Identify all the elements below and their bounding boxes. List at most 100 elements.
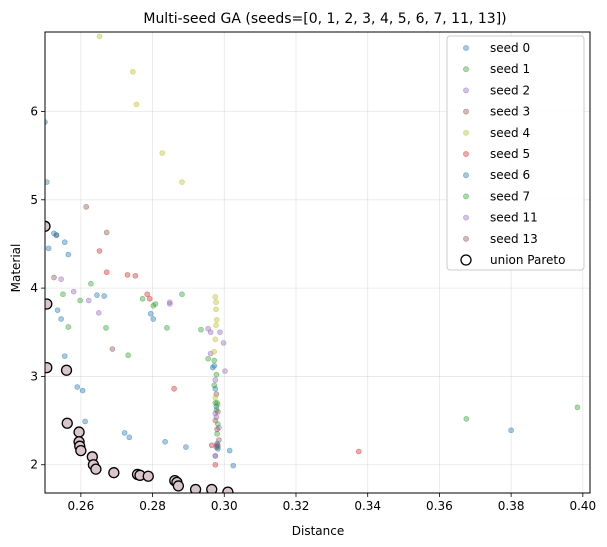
data-point-seed-0 — [61, 239, 68, 245]
data-point-seed-5 — [96, 248, 103, 254]
pareto-point — [206, 483, 218, 493]
data-point-seed-1 — [103, 325, 109, 331]
data-point-seed-3 — [103, 229, 110, 236]
data-point-seed-7 — [77, 297, 83, 304]
data-point-seed-7 — [211, 357, 218, 364]
data-point-seed-0 — [61, 353, 68, 359]
data-point-seed-9 — [215, 442, 221, 449]
y-tick-label: 5 — [30, 193, 38, 207]
data-point-seed-9 — [212, 417, 219, 424]
data-point-seed-1 — [205, 355, 211, 362]
data-point-seed-4 — [96, 33, 103, 40]
data-point-seed-5 — [144, 291, 150, 298]
data-point-seed-4 — [159, 150, 166, 156]
data-point-seed-1 — [139, 295, 146, 302]
data-point-seed-5 — [146, 295, 153, 302]
x-tick-label: 0.28 — [139, 499, 166, 513]
y-axis-label: Material — [9, 244, 23, 293]
data-point-seed-0 — [45, 179, 50, 185]
data-point-seed-2 — [222, 368, 228, 374]
data-point-seed-0 — [45, 245, 52, 252]
scatter-points — [45, 33, 581, 469]
data-point-seed-4 — [213, 317, 220, 323]
pareto-point — [222, 486, 234, 493]
x-tick-label: 0.40 — [569, 499, 596, 513]
data-point-seed-0 — [508, 427, 514, 434]
pareto-point — [108, 467, 120, 479]
x-tick-label: 0.38 — [498, 499, 525, 513]
data-point-seed-0 — [65, 251, 72, 258]
legend-marker — [463, 108, 469, 115]
data-point-seed-4 — [130, 68, 136, 75]
legend-marker — [463, 193, 469, 200]
data-point-seed-2 — [207, 329, 214, 336]
data-point-seed-1 — [214, 431, 220, 437]
data-point-seed-3 — [83, 204, 90, 210]
x-axis: 0.26 0.28 0.30 0.32 0.34 0.36 0.38 0.40 — [67, 493, 596, 513]
legend-marker — [463, 214, 469, 221]
data-point-seed-1 — [574, 404, 581, 411]
data-point-seed-7 — [150, 302, 157, 309]
legend-marker-pareto — [460, 254, 472, 266]
data-point-seed-0 — [230, 462, 237, 469]
x-tick-label: 0.26 — [67, 499, 94, 513]
x-tick-label: 0.30 — [211, 499, 238, 513]
data-point-seed-5 — [132, 272, 139, 279]
data-point-seed-3 — [109, 346, 116, 352]
pareto-point — [73, 426, 85, 438]
data-point-seed-8 — [70, 288, 77, 295]
legend-label: seed 0 — [490, 41, 530, 55]
pareto-point — [45, 220, 51, 232]
data-point-seed-0 — [226, 447, 233, 454]
data-point-seed-4 — [211, 348, 218, 355]
data-point-seed-0 — [101, 293, 107, 299]
data-point-seed-0 — [58, 316, 64, 322]
data-point-seed-1 — [198, 326, 204, 333]
legend-label: union Pareto — [490, 253, 565, 267]
data-point-seed-4 — [213, 322, 219, 329]
legend-label: seed 1 — [490, 62, 530, 76]
pareto-point — [142, 470, 154, 482]
data-point-seed-0 — [126, 434, 133, 441]
data-point-seed-4 — [212, 294, 219, 300]
pareto-point — [90, 463, 102, 475]
data-point-seed-2 — [166, 301, 173, 307]
data-point-seed-4 — [212, 394, 219, 401]
pareto-point — [45, 361, 53, 374]
data-point-seed-6 — [211, 363, 218, 369]
x-tick-label: 0.34 — [354, 499, 381, 513]
pareto-point — [75, 444, 87, 457]
data-point-seed-2 — [85, 297, 92, 304]
legend-marker — [463, 87, 469, 94]
data-point-seed-0 — [147, 310, 154, 317]
data-point-seed-0 — [150, 316, 157, 322]
data-point-seed-0 — [82, 418, 88, 425]
data-point-seed-5 — [355, 448, 362, 455]
x-tick-label: 0.36 — [426, 499, 453, 513]
y-axis: 2 3 4 5 6 — [30, 104, 45, 472]
legend-label: seed 13 — [490, 232, 538, 246]
pareto-series — [45, 220, 234, 493]
data-point-seed-5 — [212, 461, 219, 468]
data-point-seed-8 — [212, 410, 219, 417]
data-point-seed-0 — [45, 119, 48, 125]
plot-frame — [44, 31, 591, 494]
data-point-seed-5 — [171, 385, 177, 392]
data-point-seed-7 — [179, 291, 185, 298]
legend-label: seed 5 — [490, 147, 530, 161]
data-point-seed-1 — [164, 325, 170, 331]
y-tick-label: 3 — [30, 369, 38, 383]
data-point-seed-0 — [162, 438, 168, 445]
legend-marker — [463, 45, 469, 51]
x-tick-label: 0.32 — [283, 499, 310, 513]
x-axis-label: Distance — [292, 524, 344, 538]
data-point-seed-1 — [60, 291, 66, 298]
data-point-seed-2 — [220, 340, 227, 346]
data-point-seed-9 — [214, 426, 220, 433]
pareto-point — [60, 364, 73, 376]
data-point-seed-1 — [88, 280, 94, 287]
legend-label: seed 11 — [490, 211, 538, 225]
legend-label: seed 6 — [490, 168, 530, 182]
data-point-seed-5 — [208, 442, 215, 449]
